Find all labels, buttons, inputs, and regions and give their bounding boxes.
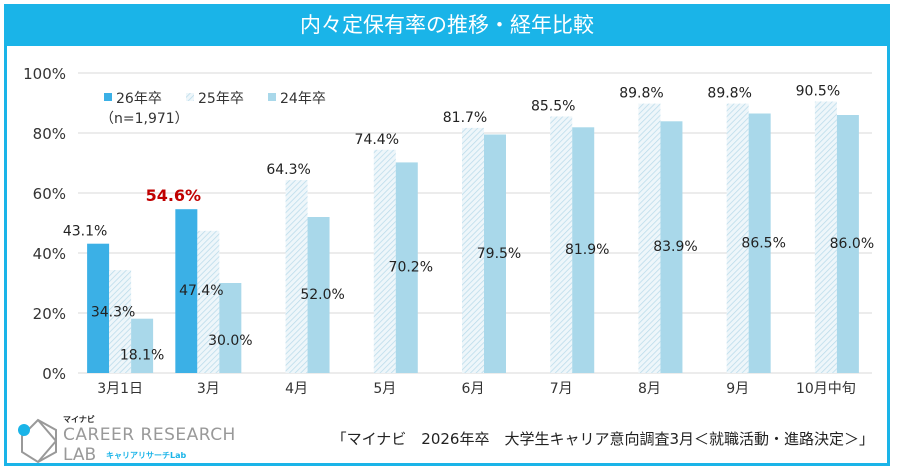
data-label-24年卒: 81.9% — [565, 242, 609, 258]
logo-brand: マイナビ — [63, 415, 95, 424]
data-label-25年卒: 74.4% — [355, 132, 399, 148]
y-tick-label: 100% — [23, 65, 66, 83]
data-label-25年卒: 90.5% — [796, 84, 840, 100]
bar-25年卒 — [373, 149, 396, 373]
bar-24年卒 — [836, 115, 859, 373]
data-label-25年卒: 34.3% — [91, 304, 135, 320]
bar-24年卒 — [395, 162, 418, 373]
data-label-25年卒: 81.7% — [443, 110, 487, 126]
y-tick-label: 40% — [33, 245, 66, 263]
bar-26年卒 — [175, 209, 198, 373]
legend-swatch-24年卒 — [268, 93, 276, 101]
x-tick-label: 4月 — [285, 381, 308, 397]
x-tick-label: 7月 — [550, 381, 573, 397]
chart-title: 内々定保有率の推移・経年比較 — [4, 4, 890, 46]
bar-24年卒 — [484, 134, 506, 373]
x-tick-label: 3月1日 — [97, 381, 143, 397]
x-tick-label: 5月 — [373, 381, 396, 397]
y-tick-label: 60% — [33, 185, 66, 203]
y-tick-label: 0% — [42, 365, 66, 383]
bar-24年卒 — [572, 127, 595, 373]
legend-label-25年卒: 25年卒 — [198, 91, 244, 107]
bar-24年卒 — [660, 121, 683, 373]
data-label-24年卒: 30.0% — [208, 333, 252, 349]
x-tick-label: 6月 — [462, 381, 485, 397]
bar-25年卒 — [814, 101, 837, 373]
logo-cube-icon — [18, 418, 57, 464]
bar-24年卒 — [219, 283, 242, 373]
bar-25年卒 — [550, 116, 573, 373]
x-tick-label: 10月中旬 — [796, 381, 856, 397]
data-label-24年卒: 86.5% — [741, 235, 785, 251]
logo-kana: キャリアリサーチLab — [106, 451, 187, 460]
bar-24年卒 — [748, 113, 771, 373]
bar-25年卒 — [109, 270, 132, 373]
legend-swatch-25年卒 — [186, 93, 194, 101]
x-tick-label: 9月 — [726, 381, 749, 397]
source-note: 「マイナビ 2026年卒 大学生キャリア意向調査3月＜就職活動・進路決定＞」 — [331, 430, 874, 448]
data-label-24年卒: 86.0% — [830, 236, 874, 252]
bar-25年卒 — [197, 230, 220, 373]
bar-25年卒 — [285, 180, 308, 373]
y-tick-label: 80% — [33, 125, 66, 143]
data-label-24年卒: 70.2% — [389, 260, 433, 276]
bar-24年卒 — [307, 217, 330, 373]
data-label-24年卒: 52.0% — [300, 287, 344, 303]
bar-24年卒 — [131, 318, 154, 373]
data-label-25年卒: 89.8% — [707, 86, 751, 102]
bar-25年卒 — [726, 103, 749, 373]
legend-label-26年卒: 26年卒 — [116, 91, 162, 107]
y-tick-label: 20% — [33, 305, 66, 323]
data-label-25年卒: 47.4% — [179, 283, 223, 299]
data-label-25年卒: 64.3% — [266, 162, 310, 178]
x-tick-label: 3月 — [197, 381, 220, 397]
bar-25年卒 — [462, 127, 484, 374]
legend-label-24年卒: 24年卒 — [280, 91, 326, 107]
logo-name: CAREER RESEARCH — [63, 425, 236, 445]
career-research-lab-logo: マイナビ CAREER RESEARCH LAB キャリアリサーチLab — [16, 414, 306, 466]
legend-swatch-26年卒 — [104, 93, 112, 101]
legend-sample-size: （n=1,971） — [100, 111, 189, 127]
x-tick-label: 8月 — [638, 381, 661, 397]
data-label-26年卒: 54.6% — [146, 186, 202, 205]
bar-26年卒 — [87, 243, 110, 373]
bar-25年卒 — [638, 103, 661, 373]
logo-lab: LAB — [63, 445, 97, 465]
data-label-24年卒: 18.1% — [120, 347, 164, 363]
data-label-24年卒: 79.5% — [477, 246, 521, 262]
data-label-25年卒: 85.5% — [531, 99, 575, 115]
data-label-25年卒: 89.8% — [619, 86, 663, 102]
data-label-24年卒: 83.9% — [653, 239, 697, 255]
data-label-26年卒: 43.1% — [63, 224, 107, 240]
